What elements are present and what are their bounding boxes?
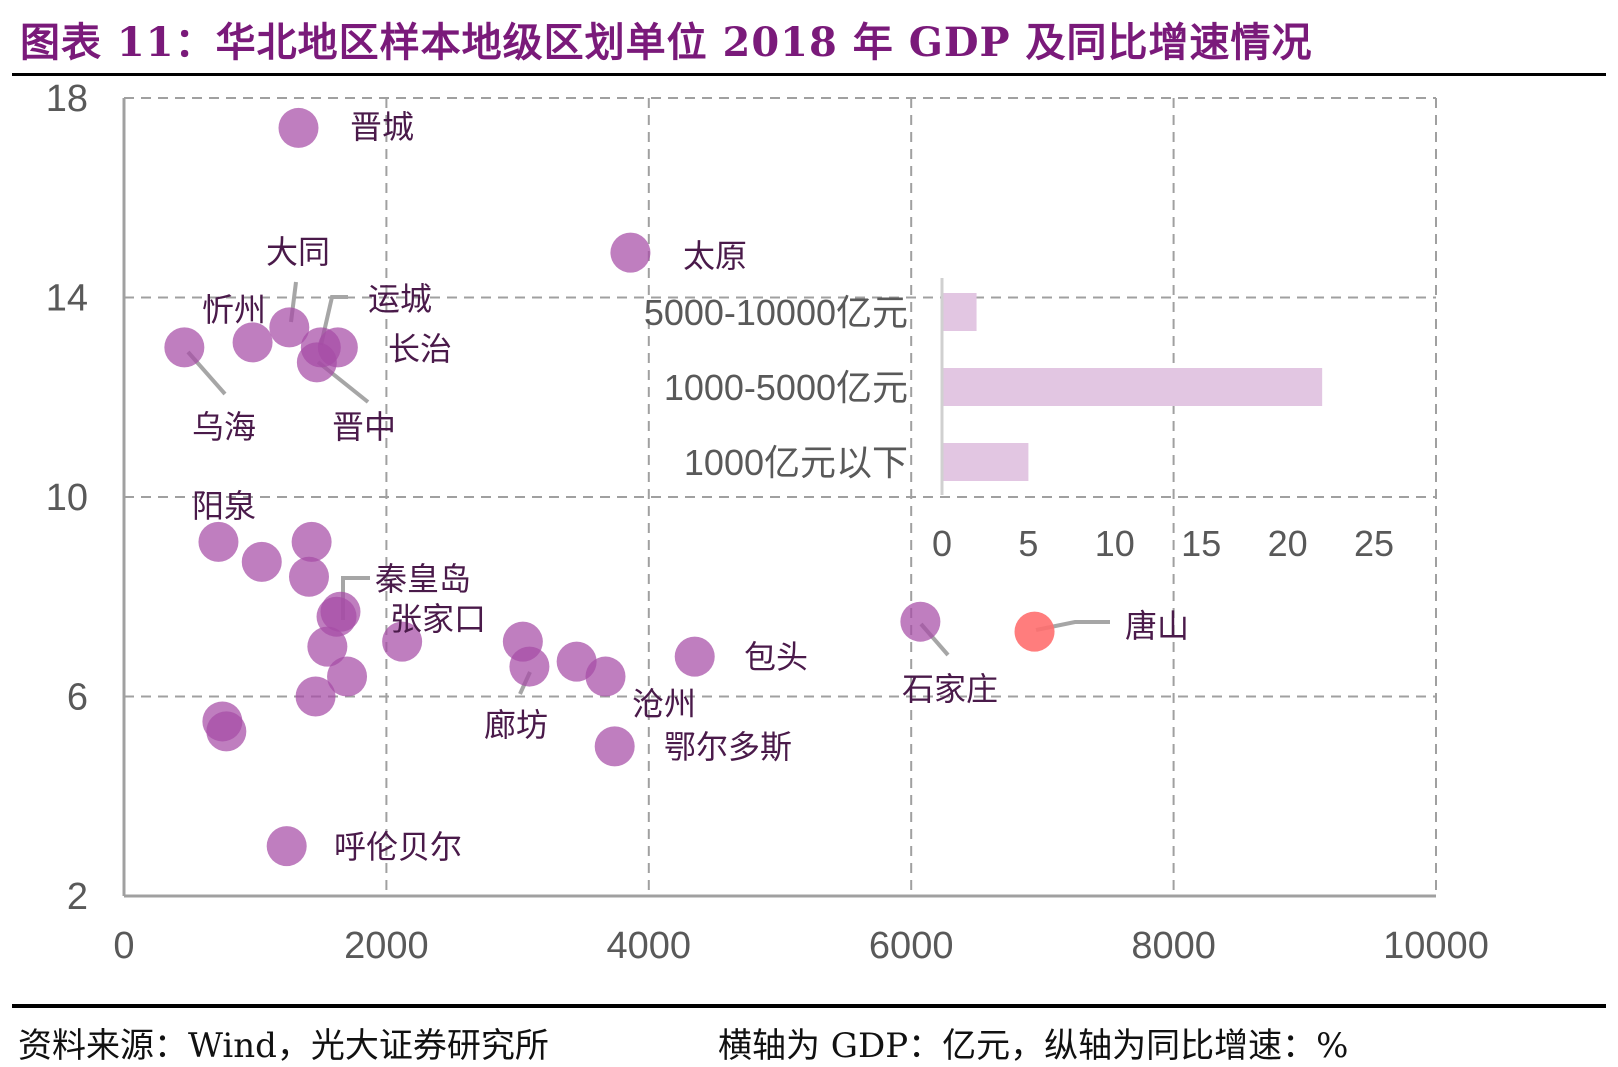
inset-bar: [942, 368, 1323, 406]
chart-title: 图表 11：华北地区样本地级区划单位 2018 年 GDP 及同比增速情况: [20, 19, 1313, 66]
point-label: 长治: [388, 330, 452, 368]
scatter-point: [198, 521, 239, 562]
x-tick-label: 10000: [1383, 925, 1489, 967]
y-tick-label: 18: [46, 78, 88, 120]
axis-note: 横轴为 GDP：亿元，纵轴为同比增速：%: [718, 1026, 1349, 1066]
scatter-point: [295, 676, 336, 717]
x-tick-label: 4000: [607, 925, 692, 967]
y-tick-label: 14: [46, 278, 88, 320]
inset-tick-label: 5: [1018, 523, 1038, 564]
y-tick-label: 2: [67, 876, 88, 918]
scatter-point: [278, 107, 319, 148]
scatter-point: [206, 711, 247, 752]
scatter-point: [307, 626, 348, 667]
point-label: 阳泉: [192, 487, 256, 525]
scatter-point: [674, 636, 715, 677]
axes: [122, 98, 1436, 898]
y-tick-label: 6: [67, 677, 88, 719]
inset-tick-label: 15: [1181, 523, 1221, 564]
point-label: 晋城: [350, 108, 414, 146]
point-label: 唐山: [1125, 607, 1189, 645]
scatter-point: [232, 322, 273, 363]
x-tick-label: 8000: [1131, 925, 1216, 967]
scatter-point: [509, 646, 550, 687]
inset-tick-label: 10: [1095, 523, 1135, 564]
point-label: 秦皇岛: [375, 560, 471, 598]
grid-lines: [124, 97, 1437, 896]
point-label: 太原: [683, 237, 747, 275]
scatter-point: [241, 541, 282, 582]
point-label: 鄂尔多斯: [664, 728, 792, 766]
point-label: 石家庄: [902, 670, 998, 708]
inset-tick-label: 25: [1354, 523, 1394, 564]
scatter-point: [269, 307, 310, 348]
scatter-point: [296, 342, 337, 383]
scatter-point: [164, 327, 205, 368]
title-rule: [12, 73, 1606, 76]
tick-labels: 2 6 10 14 18 0 2000 4000 6000 8000 10000: [46, 78, 1489, 967]
point-label: 沧州: [632, 685, 696, 723]
y-tick-label: 10: [46, 477, 88, 519]
point-label: 大同: [266, 233, 330, 271]
inset-category-label: 1000-5000亿元: [664, 367, 908, 408]
scatter-points: [164, 107, 1055, 867]
point-label: 晋中: [332, 408, 396, 446]
scatter-point: [382, 621, 423, 662]
inset-tick-label: 0: [932, 523, 952, 564]
inset-category-label: 5000-10000亿元: [644, 292, 908, 333]
point-label: 乌海: [192, 408, 256, 446]
point-label: 廊坊: [484, 706, 548, 744]
point-label: 包头: [744, 638, 808, 676]
x-tick-label: 0: [113, 925, 134, 967]
scatter-point: [291, 521, 332, 562]
footer-rule: [12, 1004, 1606, 1008]
scatter-point: [288, 556, 329, 597]
inset-bar-chart: 5000-10000亿元 1000-5000亿元 1000亿元以下 0 5 10 15 20 2…: [644, 278, 1394, 564]
point-label: 运城: [368, 280, 432, 318]
x-tick-label: 6000: [869, 925, 954, 967]
scatter-point: [266, 826, 307, 867]
point-label: 张家口: [390, 600, 486, 638]
source-note: 资料来源：Wind，光大证券研究所: [18, 1026, 549, 1066]
scatter-point: [610, 232, 651, 273]
inset-bar: [942, 293, 977, 331]
inset-category-label: 1000亿元以下: [684, 442, 908, 483]
scatter-point: [900, 601, 941, 642]
point-label: 忻州: [202, 291, 266, 329]
x-tick-label: 2000: [344, 925, 429, 967]
inset-tick-label: 20: [1268, 523, 1308, 564]
inset-bar: [942, 443, 1029, 481]
scatter-point: [327, 656, 368, 697]
scatter-point: [585, 656, 626, 697]
highlight-point: [1014, 611, 1055, 652]
scatter-point: [594, 726, 635, 767]
point-label: 呼伦贝尔: [334, 828, 462, 866]
